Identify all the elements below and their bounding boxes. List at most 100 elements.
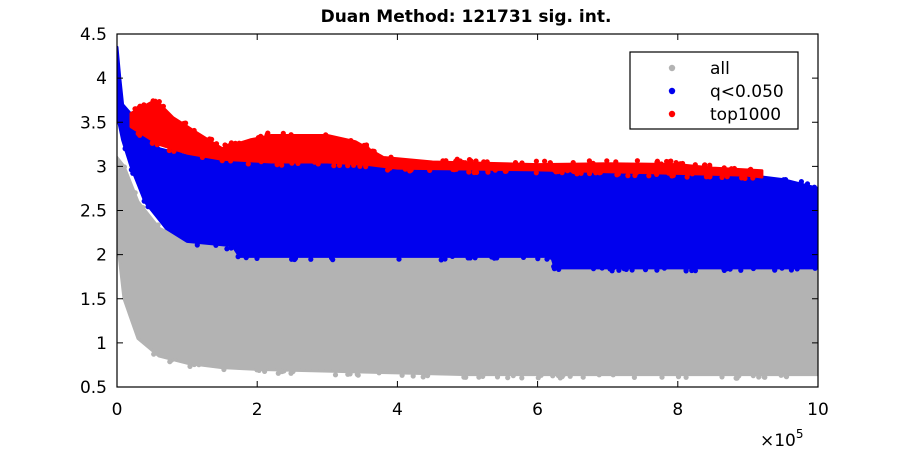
y-tick-label: 1 [96, 334, 107, 354]
data-point [533, 170, 539, 176]
data-point [485, 169, 491, 175]
data-point [684, 174, 690, 180]
data-point [559, 170, 565, 176]
data-point [492, 167, 498, 173]
x-tick-label: 4 [392, 400, 403, 420]
data-point [232, 140, 238, 146]
data-point [308, 256, 314, 262]
data-point [187, 363, 193, 369]
data-point [289, 160, 295, 166]
data-point [542, 158, 548, 164]
y-tick-label: 1.5 [80, 290, 107, 310]
data-point [658, 161, 664, 167]
x-tick-label: 0 [112, 400, 123, 420]
data-point [772, 267, 778, 273]
series-layer [117, 45, 818, 381]
data-point [570, 168, 576, 174]
data-point [410, 373, 416, 379]
data-point [288, 132, 294, 138]
data-point [750, 265, 757, 272]
data-point [552, 264, 558, 270]
data-point [323, 132, 329, 138]
legend-marker-significant [668, 87, 676, 95]
data-point [473, 158, 479, 164]
data-point [312, 159, 318, 165]
data-point [128, 167, 134, 173]
x-tick-label: 8 [672, 400, 683, 420]
data-point [466, 169, 472, 175]
data-point [719, 374, 725, 380]
data-point [254, 255, 260, 261]
data-point [604, 158, 610, 164]
series-significant-band [117, 45, 818, 270]
data-point [145, 204, 151, 210]
data-point [738, 267, 744, 273]
data-point [150, 98, 156, 104]
data-point [181, 120, 187, 126]
data-point [783, 374, 790, 380]
data-point [348, 138, 354, 144]
data-point [634, 158, 641, 164]
data-point [750, 373, 756, 379]
data-point [727, 266, 733, 272]
data-point [156, 99, 162, 105]
data-point [512, 160, 519, 166]
data-point [438, 257, 444, 263]
data-point [739, 175, 745, 181]
data-point [734, 375, 740, 381]
data-point [794, 266, 800, 272]
data-point [642, 267, 649, 273]
data-point [221, 366, 227, 373]
x-axis: 0 2 4 6 8 10 [112, 34, 829, 420]
data-point [586, 170, 593, 177]
data-point [812, 265, 818, 271]
data-point [357, 163, 363, 169]
data-point [399, 372, 405, 378]
data-point [748, 166, 754, 172]
data-point [265, 130, 271, 136]
data-point [661, 265, 668, 271]
data-point [451, 167, 457, 173]
legend-label-significant: q<0.050 [710, 82, 784, 102]
data-point [586, 158, 593, 164]
data-point [194, 242, 200, 248]
data-point [564, 168, 571, 174]
data-point [155, 222, 161, 228]
data-point [363, 142, 370, 148]
data-point [631, 374, 638, 380]
data-point [659, 374, 665, 380]
data-point [245, 161, 251, 167]
data-point [420, 374, 426, 380]
x-tick-label: 2 [252, 400, 263, 420]
data-point [370, 148, 376, 154]
data-point [222, 142, 228, 148]
data-point [668, 158, 674, 164]
data-point [275, 370, 281, 376]
data-point [610, 265, 616, 271]
data-point [472, 255, 478, 261]
data-point [256, 367, 262, 373]
data-point [510, 373, 516, 379]
data-point [788, 267, 795, 273]
data-point [425, 373, 431, 379]
data-point [593, 170, 599, 176]
data-point [132, 190, 138, 196]
data-point [207, 136, 213, 142]
data-point [494, 374, 501, 380]
data-point [460, 160, 466, 166]
data-point [236, 140, 242, 146]
data-point [224, 246, 230, 252]
data-point [724, 174, 730, 180]
data-point [494, 255, 500, 261]
data-point [280, 130, 286, 136]
data-point [519, 160, 525, 166]
data-point [154, 142, 160, 148]
data-point [449, 253, 455, 259]
data-point [547, 160, 553, 166]
data-point [621, 266, 627, 272]
data-point [243, 255, 249, 261]
data-point [376, 370, 382, 376]
legend-marker-all [668, 64, 676, 72]
data-point [692, 268, 699, 274]
